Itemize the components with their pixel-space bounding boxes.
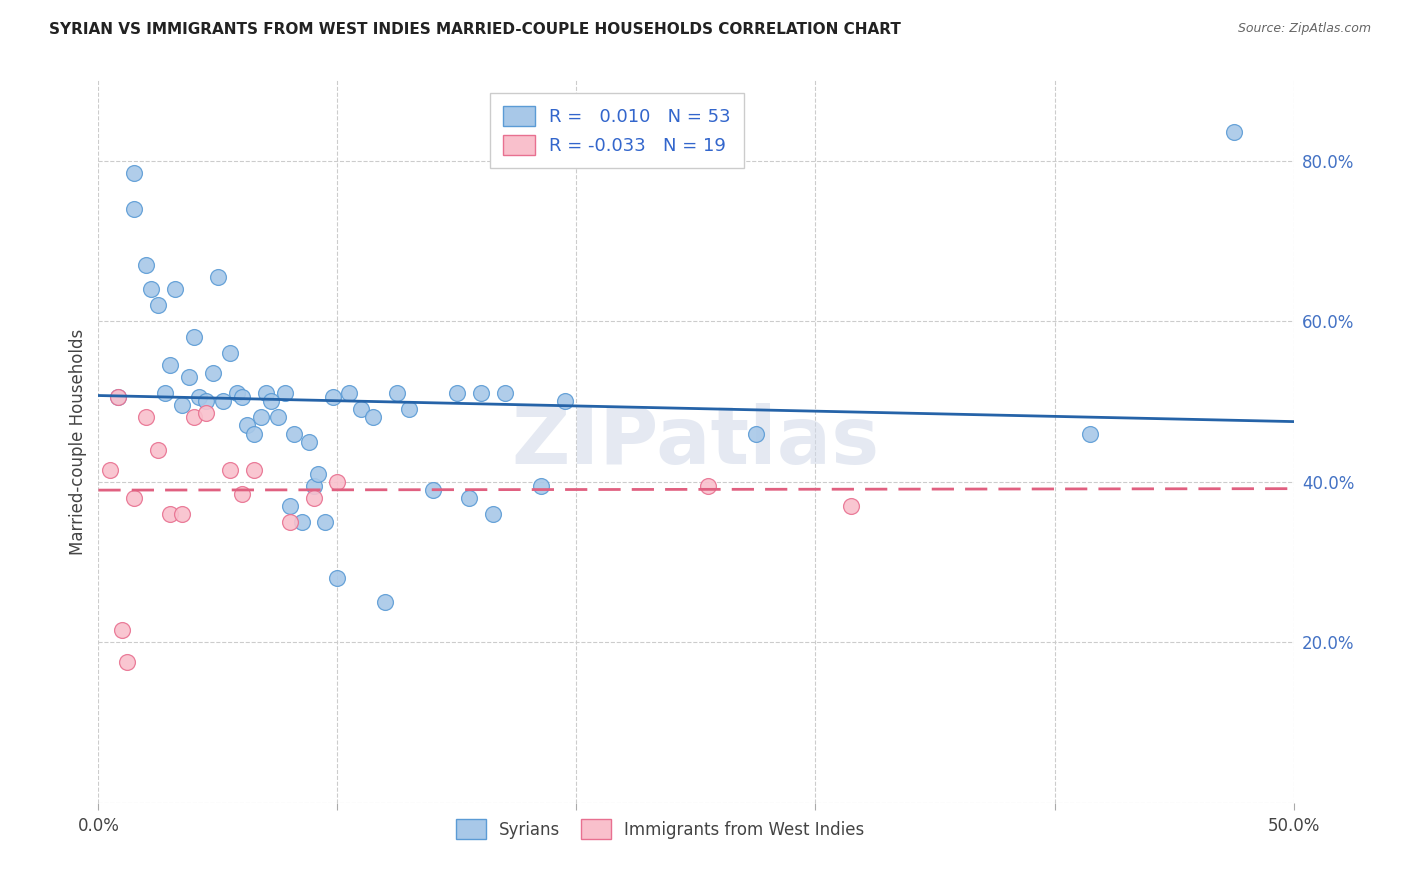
Point bbox=[107, 390, 129, 404]
Point bbox=[315, 515, 337, 529]
Point bbox=[422, 483, 444, 497]
Point bbox=[187, 390, 209, 404]
Point bbox=[278, 499, 301, 513]
Point bbox=[481, 507, 505, 521]
Point bbox=[470, 386, 492, 401]
Point bbox=[458, 491, 481, 505]
Point bbox=[530, 478, 553, 492]
Point bbox=[1080, 426, 1102, 441]
Point bbox=[326, 571, 349, 585]
Point bbox=[554, 394, 576, 409]
Point bbox=[159, 358, 181, 372]
Point bbox=[259, 394, 281, 409]
Point bbox=[254, 386, 277, 401]
Point bbox=[226, 386, 249, 401]
Point bbox=[159, 507, 181, 521]
Point bbox=[291, 515, 314, 529]
Point bbox=[219, 462, 242, 476]
Y-axis label: Married-couple Households: Married-couple Households bbox=[69, 328, 87, 555]
Point bbox=[148, 298, 170, 312]
Point bbox=[98, 462, 122, 476]
Point bbox=[172, 507, 194, 521]
Point bbox=[841, 499, 863, 513]
Point bbox=[494, 386, 516, 401]
Point bbox=[231, 486, 253, 500]
Point bbox=[446, 386, 468, 401]
Legend: Syrians, Immigrants from West Indies: Syrians, Immigrants from West Indies bbox=[446, 809, 875, 848]
Point bbox=[115, 655, 138, 669]
Point bbox=[183, 330, 205, 344]
Point bbox=[283, 426, 305, 441]
Point bbox=[302, 491, 325, 505]
Point bbox=[322, 390, 344, 404]
Point bbox=[235, 418, 257, 433]
Point bbox=[363, 410, 385, 425]
Point bbox=[195, 394, 218, 409]
Point bbox=[350, 402, 373, 417]
Point bbox=[135, 258, 157, 272]
Point bbox=[697, 478, 720, 492]
Point bbox=[267, 410, 290, 425]
Point bbox=[274, 386, 297, 401]
Point bbox=[374, 595, 396, 609]
Point bbox=[398, 402, 420, 417]
Point bbox=[107, 390, 129, 404]
Point bbox=[124, 491, 146, 505]
Point bbox=[195, 406, 218, 420]
Point bbox=[231, 390, 253, 404]
Point bbox=[1223, 125, 1246, 139]
Point bbox=[207, 269, 229, 284]
Text: SYRIAN VS IMMIGRANTS FROM WEST INDIES MARRIED-COUPLE HOUSEHOLDS CORRELATION CHAR: SYRIAN VS IMMIGRANTS FROM WEST INDIES MA… bbox=[49, 22, 901, 37]
Point bbox=[202, 366, 225, 380]
Point bbox=[139, 282, 162, 296]
Point bbox=[179, 370, 201, 384]
Point bbox=[148, 442, 170, 457]
Point bbox=[278, 515, 301, 529]
Text: Source: ZipAtlas.com: Source: ZipAtlas.com bbox=[1237, 22, 1371, 36]
Point bbox=[172, 398, 194, 412]
Point bbox=[307, 467, 329, 481]
Point bbox=[250, 410, 273, 425]
Text: ZIPatlas: ZIPatlas bbox=[512, 402, 880, 481]
Point bbox=[124, 202, 146, 216]
Point bbox=[243, 462, 266, 476]
Point bbox=[385, 386, 409, 401]
Point bbox=[211, 394, 233, 409]
Point bbox=[163, 282, 186, 296]
Point bbox=[155, 386, 177, 401]
Point bbox=[326, 475, 349, 489]
Point bbox=[183, 410, 205, 425]
Point bbox=[124, 165, 146, 179]
Point bbox=[298, 434, 321, 449]
Point bbox=[219, 346, 242, 360]
Point bbox=[135, 410, 157, 425]
Point bbox=[111, 623, 134, 637]
Point bbox=[339, 386, 361, 401]
Point bbox=[302, 478, 325, 492]
Point bbox=[243, 426, 266, 441]
Point bbox=[745, 426, 768, 441]
